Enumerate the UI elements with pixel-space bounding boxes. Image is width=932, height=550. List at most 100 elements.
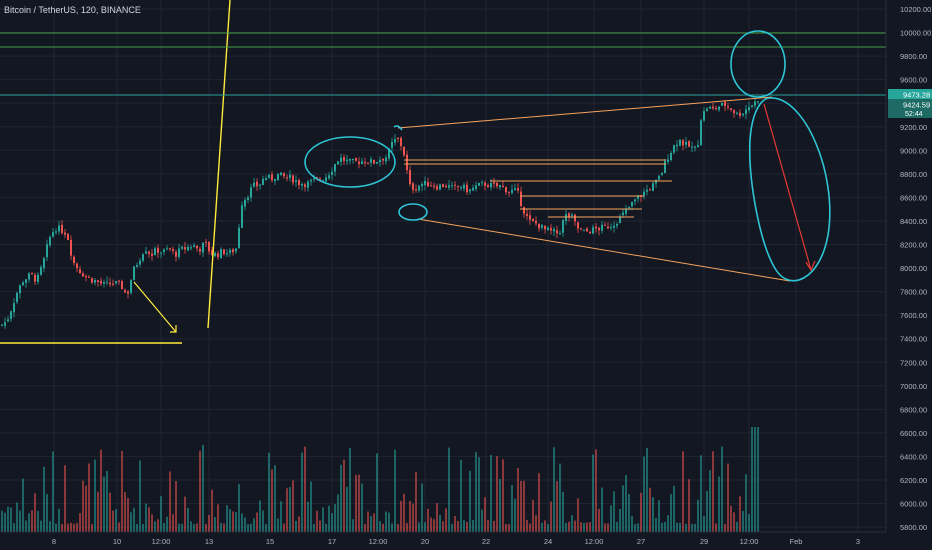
volume-bar (742, 510, 744, 532)
candle-body (661, 172, 663, 175)
volume-bar (34, 493, 36, 532)
price-tick-label: 6600.00 (900, 429, 927, 438)
volume-bar (412, 503, 414, 532)
candle-body (709, 106, 711, 109)
volume-bar (94, 459, 96, 532)
candle-body (40, 267, 42, 275)
time-tick-label: 29 (700, 537, 708, 546)
volume-bar (511, 485, 513, 532)
candle-body (391, 141, 393, 149)
volume-bar (688, 479, 690, 532)
candle-body (220, 249, 222, 259)
volume-bar (442, 521, 444, 532)
volume-bar (487, 519, 489, 532)
candle-body (364, 162, 366, 164)
volume-bar (505, 523, 507, 532)
candle-body (469, 189, 471, 192)
last-price-tag (888, 89, 932, 100)
candle-body (25, 279, 27, 283)
volume-bar (61, 523, 63, 532)
volume-bar (721, 446, 723, 532)
candle-body (613, 225, 615, 228)
candle-body (16, 292, 18, 303)
candle-body (403, 146, 405, 156)
volume-bar (418, 522, 420, 532)
time-tick-label: 13 (205, 537, 213, 546)
volume-bar (616, 521, 618, 532)
volume-bar (46, 494, 48, 532)
volume-bar (496, 456, 498, 532)
candle-body (13, 303, 15, 313)
candle-body (442, 184, 444, 188)
candle-body (655, 179, 657, 184)
volume-bar (577, 498, 579, 532)
volume-bar (502, 459, 504, 532)
candle-body (427, 181, 429, 187)
price-tick-label: 7800.00 (900, 288, 927, 297)
volume-bar (604, 523, 606, 532)
volume-bar (382, 523, 384, 532)
price-tick-label: 9800.00 (900, 52, 927, 61)
candle-body (352, 158, 354, 160)
volume-bar (349, 447, 351, 532)
candle-body (616, 223, 618, 226)
volume-bar (283, 523, 285, 532)
volume-bar (427, 508, 429, 532)
candle-body (7, 319, 9, 322)
volume-bar (79, 513, 81, 532)
candle-body (601, 224, 603, 231)
volume-bar (64, 465, 66, 532)
countdown-label: 52:44 (905, 111, 923, 118)
volume-bar (160, 496, 162, 532)
volume-bar (532, 499, 534, 532)
volume-bar (25, 520, 27, 532)
volume-bar (52, 451, 54, 532)
candle-body (718, 106, 720, 110)
price-tick-label: 6800.00 (900, 405, 927, 414)
candle-body (52, 232, 54, 237)
candle-body (706, 108, 708, 112)
price-tick-label: 6400.00 (900, 452, 927, 461)
volume-bar (460, 459, 462, 532)
volume-bar (346, 486, 348, 532)
candle-body (88, 276, 90, 278)
candle-body (142, 254, 144, 261)
candle-body (79, 269, 81, 274)
candle-body (226, 253, 228, 255)
volume-bar (151, 514, 153, 532)
candle-body (115, 281, 117, 284)
candle-body (397, 138, 399, 140)
candle-body (496, 182, 498, 187)
volume-bar (109, 492, 111, 532)
volume-bar (403, 493, 405, 532)
candle-body (379, 159, 381, 163)
candle-body (223, 249, 225, 254)
candle-body (280, 172, 282, 175)
candle-body (625, 208, 627, 214)
candle-body (607, 226, 609, 229)
candle-body (679, 139, 681, 146)
candle-body (757, 101, 759, 103)
volume-bar (112, 510, 114, 532)
volume-bar (409, 501, 411, 532)
candle-body (328, 175, 330, 179)
candle-body (439, 184, 441, 190)
volume-bar (310, 481, 312, 532)
candle-body (727, 106, 729, 108)
volume-bar (370, 516, 372, 532)
volume-bar (457, 521, 459, 532)
candle-body (589, 232, 591, 234)
volume-bar (100, 449, 102, 532)
candle-body (19, 285, 21, 294)
candle-body (136, 265, 138, 267)
volume-bar (142, 523, 144, 532)
volume-bar (556, 481, 558, 532)
time-tick-label: 15 (266, 537, 274, 546)
volume-bar (727, 463, 729, 532)
candle-body (385, 157, 387, 162)
candle-body (532, 219, 534, 222)
volume-bar (328, 505, 330, 532)
volume-bar (517, 468, 519, 532)
volume-bar (220, 522, 222, 532)
